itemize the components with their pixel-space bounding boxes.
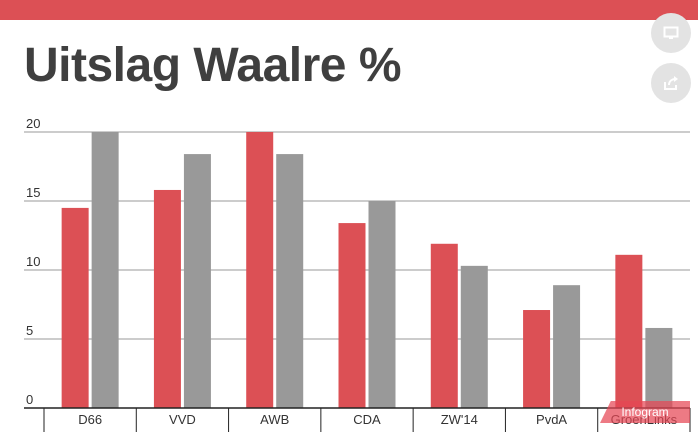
- badge-label: Infogram: [621, 405, 669, 419]
- bar: [368, 201, 396, 408]
- x-tick-label: VVD: [169, 412, 196, 427]
- chart-title: Uitslag Waalre %: [24, 39, 402, 92]
- bar: [460, 265, 488, 408]
- x-tick-label: CDA: [353, 412, 381, 427]
- x-tick-label: D66: [78, 412, 102, 427]
- share-button[interactable]: [651, 63, 691, 103]
- bar: [430, 243, 458, 408]
- x-tick-label: AWB: [260, 412, 289, 427]
- bar: [61, 207, 89, 408]
- bar: [615, 254, 643, 408]
- share-icon: [664, 76, 678, 90]
- badge-background: [600, 401, 690, 423]
- y-tick-label: 15: [26, 185, 40, 200]
- monitor-icon: [663, 26, 679, 39]
- y-tick-label: 20: [26, 116, 40, 131]
- infogram-badge[interactable]: Infogram: [600, 401, 690, 423]
- bar: [153, 189, 181, 408]
- bar: [553, 285, 581, 408]
- bar: [91, 132, 119, 408]
- y-tick-label: 0: [26, 392, 33, 407]
- y-tick-label: 5: [26, 323, 33, 338]
- bar: [246, 132, 274, 408]
- bar: [523, 310, 551, 408]
- bar: [645, 327, 673, 408]
- bar: [183, 154, 211, 408]
- x-tick-label: ZW'14: [441, 412, 478, 427]
- present-button[interactable]: [651, 13, 691, 53]
- bar: [276, 154, 304, 408]
- bar: [338, 223, 366, 408]
- y-tick-label: 10: [26, 254, 40, 269]
- top-accent-bar: [0, 0, 698, 20]
- x-tick-label: PvdA: [536, 412, 567, 427]
